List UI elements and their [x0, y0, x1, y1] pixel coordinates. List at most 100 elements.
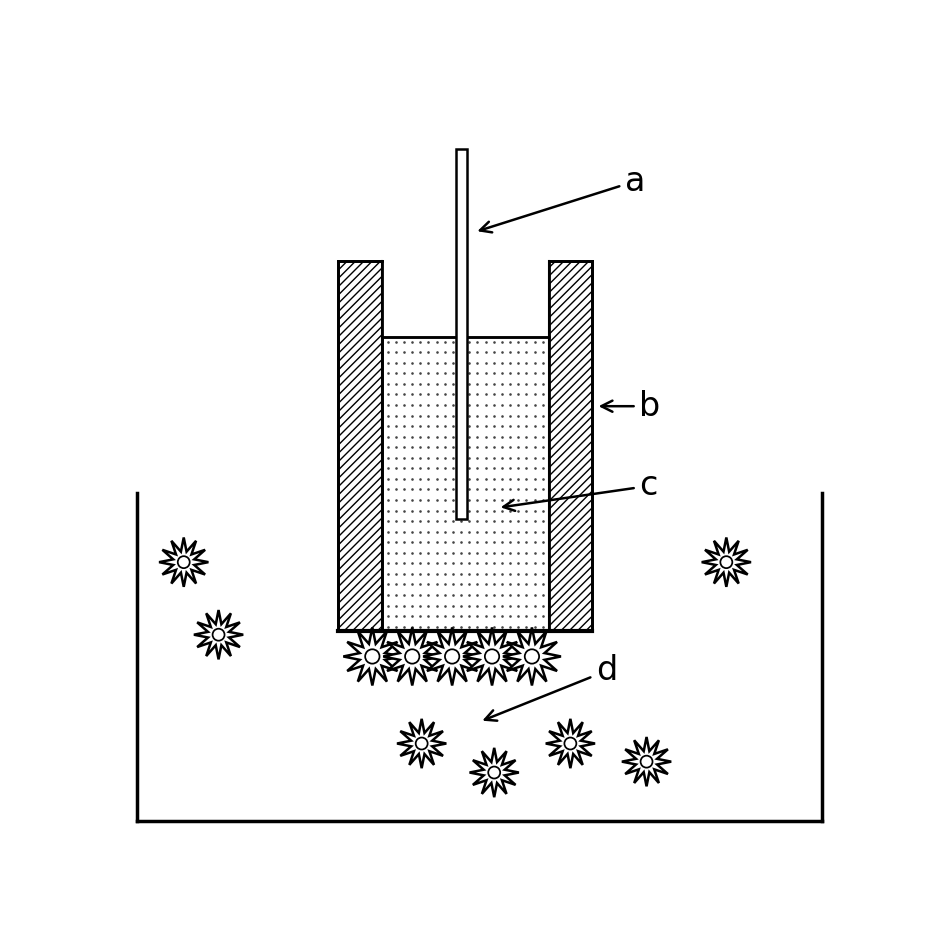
- Point: [380, 514, 395, 529]
- Point: [511, 418, 526, 433]
- Point: [437, 345, 452, 360]
- Point: [397, 376, 412, 392]
- Point: [404, 524, 419, 539]
- Point: [470, 429, 485, 445]
- Point: [397, 418, 412, 433]
- Point: [487, 609, 502, 624]
- Point: [388, 514, 403, 529]
- Point: [461, 577, 476, 592]
- Point: [519, 503, 534, 519]
- Point: [380, 461, 395, 476]
- Point: [437, 450, 452, 465]
- Point: [413, 418, 428, 433]
- Point: [527, 514, 542, 529]
- Point: [461, 461, 476, 476]
- Point: [404, 482, 419, 497]
- Point: [404, 588, 419, 603]
- Point: [388, 418, 403, 433]
- Point: [421, 503, 436, 519]
- Point: [487, 503, 502, 519]
- Point: [413, 556, 428, 571]
- Point: [478, 356, 493, 371]
- Point: [494, 482, 509, 497]
- Point: [413, 356, 428, 371]
- Point: [487, 429, 502, 445]
- Point: [388, 345, 403, 360]
- Point: [478, 609, 493, 624]
- Point: [388, 334, 403, 349]
- Point: [503, 524, 518, 539]
- Point: [437, 609, 452, 624]
- Point: [446, 535, 461, 550]
- Point: [503, 482, 518, 497]
- Point: [511, 429, 526, 445]
- Point: [388, 492, 403, 507]
- Point: [454, 514, 469, 529]
- Point: [454, 482, 469, 497]
- Point: [454, 619, 469, 634]
- Point: [429, 334, 444, 349]
- Point: [429, 524, 444, 539]
- Point: [437, 598, 452, 613]
- Point: [421, 609, 436, 624]
- Point: [511, 492, 526, 507]
- Point: [397, 345, 412, 360]
- Point: [437, 482, 452, 497]
- Point: [388, 429, 403, 445]
- Point: [429, 345, 444, 360]
- Point: [527, 397, 542, 412]
- Point: [494, 556, 509, 571]
- Point: [397, 440, 412, 455]
- Point: [413, 598, 428, 613]
- Point: [494, 566, 509, 581]
- Point: [388, 545, 403, 560]
- Point: [470, 376, 485, 392]
- Point: [519, 366, 534, 381]
- Point: [446, 524, 461, 539]
- Point: [446, 387, 461, 402]
- Point: [404, 440, 419, 455]
- Point: [487, 408, 502, 423]
- Point: [437, 619, 452, 634]
- Point: [421, 492, 436, 507]
- Circle shape: [564, 738, 577, 750]
- Point: [421, 514, 436, 529]
- Point: [535, 524, 550, 539]
- Point: [421, 376, 436, 392]
- Point: [437, 577, 452, 592]
- Point: [519, 334, 534, 349]
- Point: [454, 503, 469, 519]
- Point: [535, 345, 550, 360]
- Point: [380, 450, 395, 465]
- Polygon shape: [702, 538, 751, 587]
- Point: [511, 482, 526, 497]
- Point: [429, 450, 444, 465]
- Point: [487, 545, 502, 560]
- Point: [503, 366, 518, 381]
- Point: [397, 503, 412, 519]
- Point: [470, 588, 485, 603]
- Point: [461, 450, 476, 465]
- Bar: [548, 261, 592, 631]
- Point: [470, 418, 485, 433]
- Point: [437, 418, 452, 433]
- Point: [487, 356, 502, 371]
- Point: [429, 535, 444, 550]
- Point: [527, 345, 542, 360]
- Point: [454, 366, 469, 381]
- Circle shape: [525, 649, 539, 664]
- Point: [535, 588, 550, 603]
- Point: [454, 566, 469, 581]
- Point: [397, 545, 412, 560]
- Point: [487, 387, 502, 402]
- Point: [413, 397, 428, 412]
- Point: [380, 440, 395, 455]
- Point: [461, 397, 476, 412]
- Point: [446, 619, 461, 634]
- Point: [519, 408, 534, 423]
- Point: [437, 334, 452, 349]
- Point: [454, 418, 469, 433]
- Point: [429, 482, 444, 497]
- Point: [404, 429, 419, 445]
- Point: [461, 471, 476, 486]
